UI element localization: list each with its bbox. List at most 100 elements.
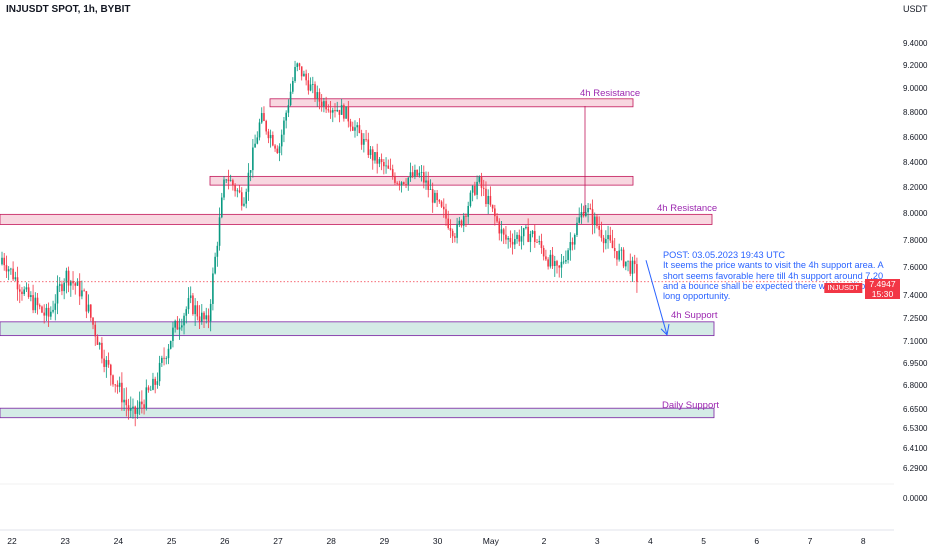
candle-body <box>476 181 478 195</box>
candle-body <box>347 106 350 122</box>
candle-body <box>605 239 607 244</box>
candle-body <box>41 306 43 313</box>
candle-body <box>218 217 221 246</box>
candle-body <box>354 127 356 131</box>
candle-body <box>389 168 392 170</box>
candle-body <box>34 297 37 311</box>
candle-body <box>478 176 481 182</box>
candle-body <box>429 189 432 190</box>
x-tick-label: 28 <box>326 536 336 546</box>
candle-body <box>216 245 219 257</box>
candle-body <box>125 399 128 406</box>
x-tick-label: 23 <box>60 536 70 546</box>
candle-body <box>252 147 254 171</box>
zone-label-4h-support: 4h Support <box>671 310 718 321</box>
candle-body <box>236 190 239 192</box>
candle-body <box>420 172 423 173</box>
candle-body <box>323 101 325 107</box>
last-price-tag: 7.4947 15:30 <box>865 279 900 299</box>
y-tick-label: 6.6500 <box>903 405 928 414</box>
candle-body <box>292 80 294 92</box>
candle-body <box>549 254 552 267</box>
candle-body <box>560 261 563 268</box>
candle-body <box>602 237 605 244</box>
candle-body <box>134 406 136 414</box>
candle-body <box>32 295 34 311</box>
zone-label-4h-resistance-lower: 4h Resistance <box>657 203 718 214</box>
candle-body <box>27 287 30 297</box>
candle-body <box>201 312 203 322</box>
candle-body <box>449 228 452 231</box>
price-axis-unit: USDT <box>903 4 928 14</box>
candle-body <box>61 284 63 292</box>
candle-body <box>587 208 589 213</box>
candle-body <box>23 289 25 295</box>
candle-body <box>132 406 134 409</box>
candle-body <box>16 277 19 290</box>
x-tick-label: 7 <box>808 536 813 546</box>
candle-body <box>129 408 132 411</box>
candle-body <box>383 162 385 167</box>
price-axis-bg <box>894 0 932 550</box>
y-tick-label: 6.8000 <box>903 381 928 390</box>
candle-body <box>54 303 57 310</box>
candle-body <box>400 182 403 186</box>
candle-body <box>74 283 77 286</box>
candle-body <box>482 187 485 189</box>
candle-body <box>263 113 265 121</box>
candle-body <box>396 182 398 184</box>
candle-body <box>3 257 6 266</box>
candle-body <box>18 289 21 292</box>
y-tick-label: 0.0000 <box>903 494 928 503</box>
projection-arrow-line <box>645 260 668 336</box>
candle-body <box>123 399 125 403</box>
note-date: POST: 03.05.2023 19:43 UTC <box>663 250 786 260</box>
candle-body <box>247 172 250 192</box>
candle-body <box>434 192 436 203</box>
candle-body <box>500 229 503 234</box>
candle-body <box>198 316 201 322</box>
x-tick-label: 25 <box>167 536 177 546</box>
candle-body <box>598 225 600 230</box>
candle-body <box>465 215 467 217</box>
candle-body <box>136 408 139 414</box>
candle-body <box>205 315 208 320</box>
candle-body <box>391 169 394 176</box>
candle-body <box>314 84 316 99</box>
candle-body <box>573 235 576 245</box>
analysis-note: POST: 03.05.2023 19:43 UTC It seems the … <box>663 250 895 301</box>
candle-body <box>338 109 341 115</box>
candle-body <box>576 222 578 236</box>
y-tick-label: 7.1000 <box>903 337 928 346</box>
candle-body <box>172 327 174 341</box>
candle-body <box>296 63 299 68</box>
candle-body <box>458 220 461 224</box>
candle-body <box>318 92 321 102</box>
candle-body <box>462 215 465 226</box>
candle-body <box>114 384 117 386</box>
x-tick-label: 29 <box>380 536 390 546</box>
candle-body <box>147 387 150 391</box>
candle-body <box>327 109 330 111</box>
y-tick-label: 7.8000 <box>903 236 928 245</box>
candle-body <box>103 358 105 367</box>
candle-body <box>334 110 336 112</box>
candle-body <box>525 226 527 229</box>
candle-body <box>243 203 245 206</box>
candle-body <box>618 250 620 260</box>
candle-body <box>276 148 279 153</box>
candle-body <box>336 109 339 112</box>
candle-body <box>78 281 81 297</box>
candle-body <box>520 236 523 242</box>
candle-body <box>138 401 141 409</box>
y-tick-label: 8.2000 <box>903 183 928 192</box>
candle-body <box>189 295 192 299</box>
candle-body <box>447 218 450 229</box>
candle-body <box>169 340 172 349</box>
x-tick-label: 30 <box>433 536 443 546</box>
zone-label-daily-support: Daily Support <box>662 400 720 411</box>
candle-body <box>474 185 476 195</box>
candle-body <box>45 307 48 316</box>
y-tick-label: 8.0000 <box>903 209 928 218</box>
